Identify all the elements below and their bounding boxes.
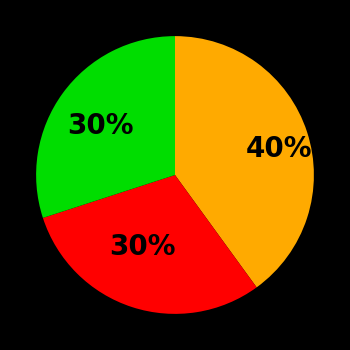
Wedge shape	[36, 36, 175, 218]
Text: 30%: 30%	[109, 233, 176, 261]
Wedge shape	[175, 36, 314, 287]
Text: 40%: 40%	[246, 135, 313, 163]
Wedge shape	[43, 175, 257, 314]
Text: 30%: 30%	[68, 112, 134, 140]
